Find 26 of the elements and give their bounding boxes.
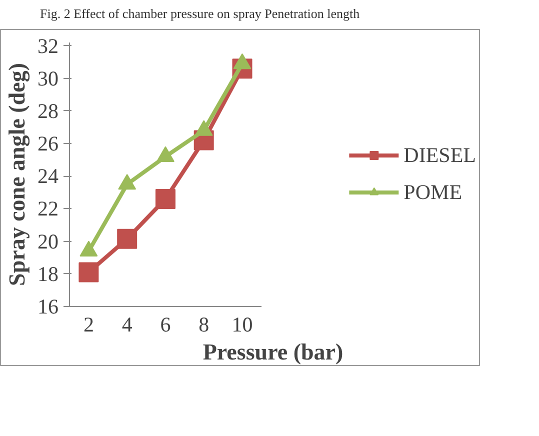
y-tick-label: 20 [38, 228, 58, 253]
point [156, 146, 174, 162]
point [78, 262, 99, 282]
legend-label: DIESEL [404, 142, 476, 168]
x-tick-label: 4 [122, 312, 133, 336]
point [233, 52, 252, 69]
point [117, 228, 138, 248]
y-axis-title: Spray cone angle (deg) [4, 62, 30, 286]
y-tick-label: 18 [38, 261, 58, 286]
x-axis-title: Pressure (bar) [202, 339, 344, 364]
x-tick-label: 8 [198, 312, 210, 336]
y-tick-label: 24 [38, 164, 59, 188]
y-tick-label: 22 [38, 196, 58, 220]
y-tick-label: 28 [38, 98, 58, 123]
x-tick-label: 6 [160, 312, 171, 336]
y-tick-label: 16 [38, 294, 58, 318]
y-tick-label: 26 [38, 131, 58, 156]
legend-label: POME [404, 180, 462, 205]
x-tick-label: 10 [232, 312, 253, 336]
point [118, 174, 136, 190]
y-tick-label: 32 [38, 33, 58, 58]
caption: Fig. 2 Effect of chamber pressure on spray Penetration length [40, 5, 360, 23]
point [194, 120, 213, 136]
y-tick-label: 30 [38, 66, 58, 90]
point [155, 188, 176, 209]
x-tick-label: 2 [83, 312, 94, 336]
